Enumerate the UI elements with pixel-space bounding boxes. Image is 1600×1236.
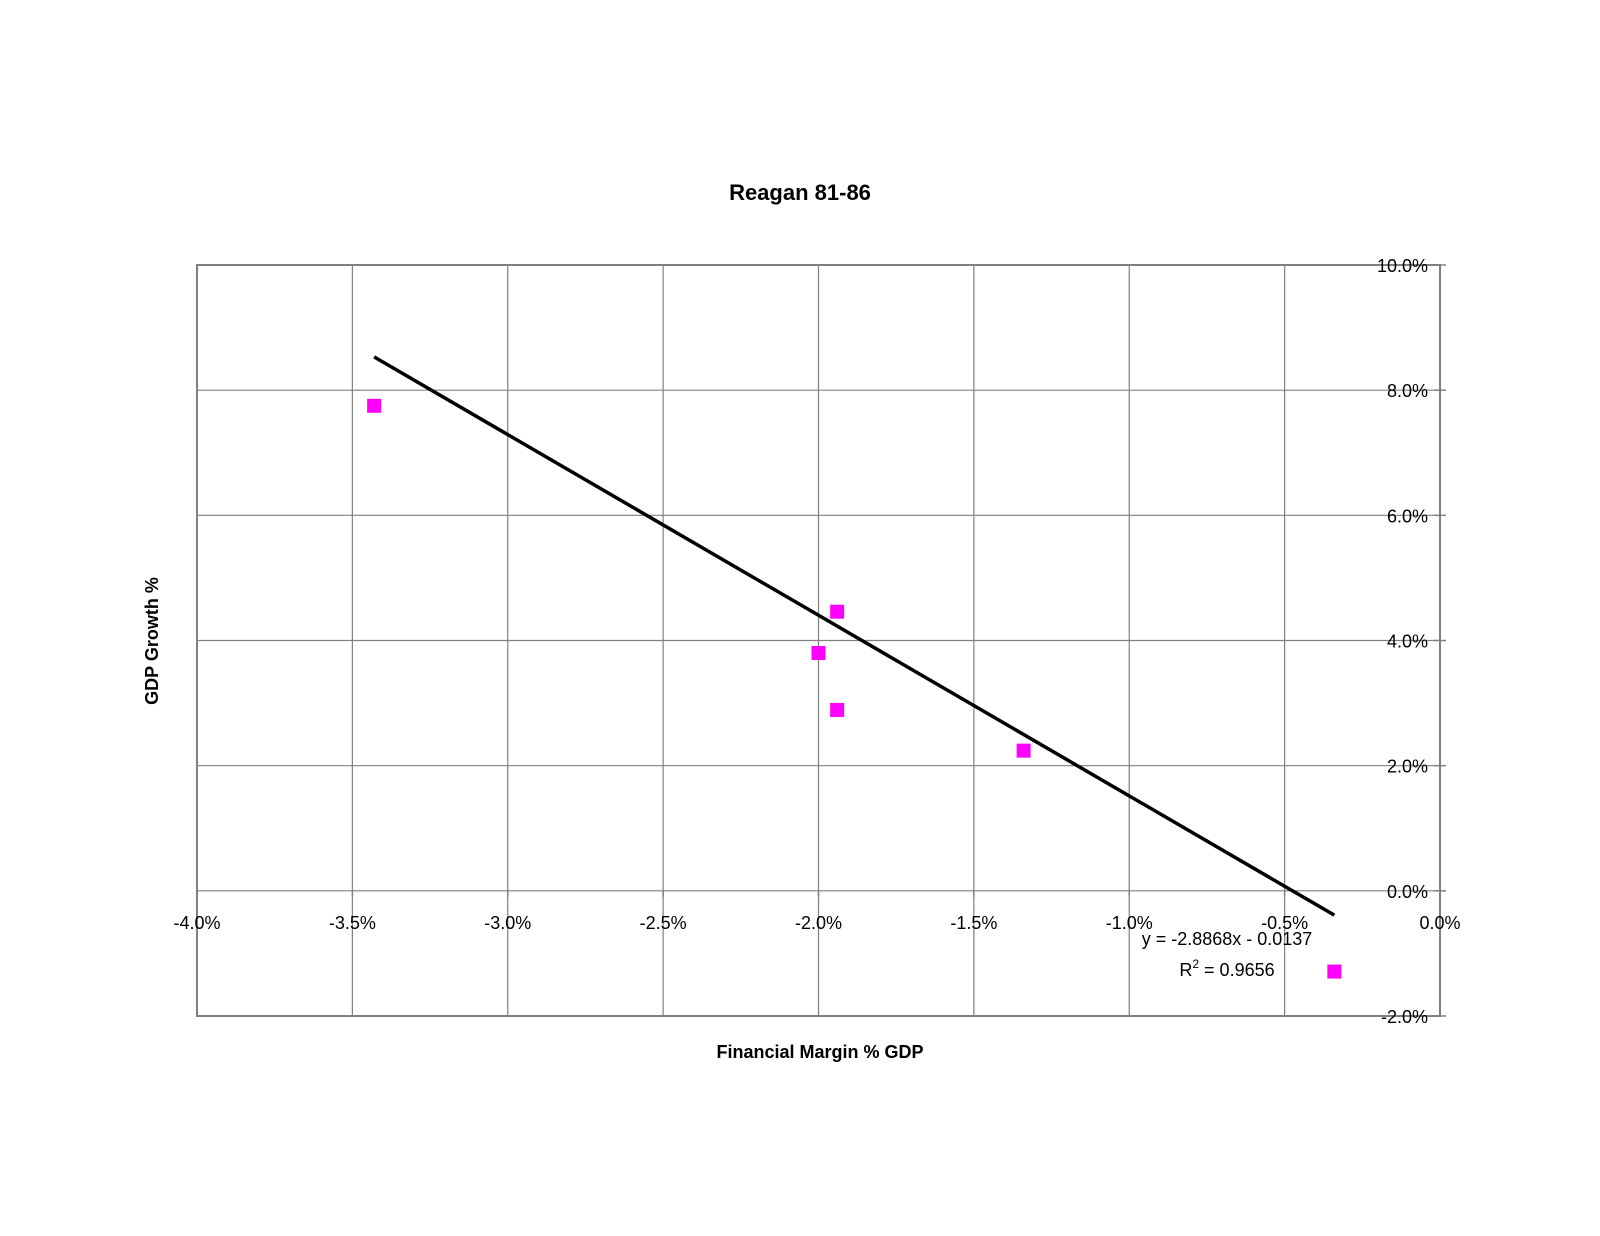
data-points (367, 398, 1342, 979)
y-tick-label: 10.0% (1377, 256, 1428, 276)
r2-prefix: R (1179, 960, 1192, 980)
x-tick-label: -4.0% (173, 913, 220, 933)
r2-value: = 0.9656 (1199, 960, 1275, 980)
x-tick-label: -1.0% (1106, 913, 1153, 933)
x-axis-title: Financial Margin % GDP (716, 1042, 923, 1062)
y-tick-label: 8.0% (1387, 381, 1428, 401)
y-tick-label: 0.0% (1387, 882, 1428, 902)
y-tick-label: -2.0% (1381, 1007, 1428, 1027)
y-tick-labels: -2.0% 0.0% 2.0% 4.0% 6.0% 8.0% 10.0% (1377, 256, 1428, 1027)
x-tick-label: 0.0% (1419, 913, 1460, 933)
data-point (830, 604, 845, 619)
x-tick-label: -3.0% (484, 913, 531, 933)
y-axis-title: GDP Growth % (142, 577, 162, 705)
y-tick-label: 6.0% (1387, 506, 1428, 526)
x-tick-label: -2.0% (795, 913, 842, 933)
gridlines (196, 264, 1446, 1017)
x-tick-label: -3.5% (329, 913, 376, 933)
trendline-r2: R2 = 0.9656 (1179, 957, 1274, 980)
y-tick-label: 2.0% (1387, 757, 1428, 777)
plot-area-border (196, 264, 1441, 1017)
x-tick-label: -1.5% (950, 913, 997, 933)
trendline (373, 355, 1336, 917)
data-point (1016, 743, 1031, 758)
y-tick-label: 4.0% (1387, 632, 1428, 652)
data-point (1327, 964, 1342, 979)
r2-superscript: 2 (1192, 957, 1199, 971)
trendline-equation: y = -2.8868x - 0.0137 (1142, 929, 1313, 949)
x-tick-label: -0.5% (1261, 913, 1308, 933)
data-point (367, 398, 382, 413)
data-point (830, 702, 845, 717)
chart-title: Reagan 81-86 (729, 180, 871, 205)
x-tick-labels: -4.0% -3.5% -3.0% -2.5% -2.0% -1.5% -1.0% -0.5%… (173, 913, 1460, 933)
data-point (811, 646, 826, 661)
x-tick-label: -2.5% (640, 913, 687, 933)
